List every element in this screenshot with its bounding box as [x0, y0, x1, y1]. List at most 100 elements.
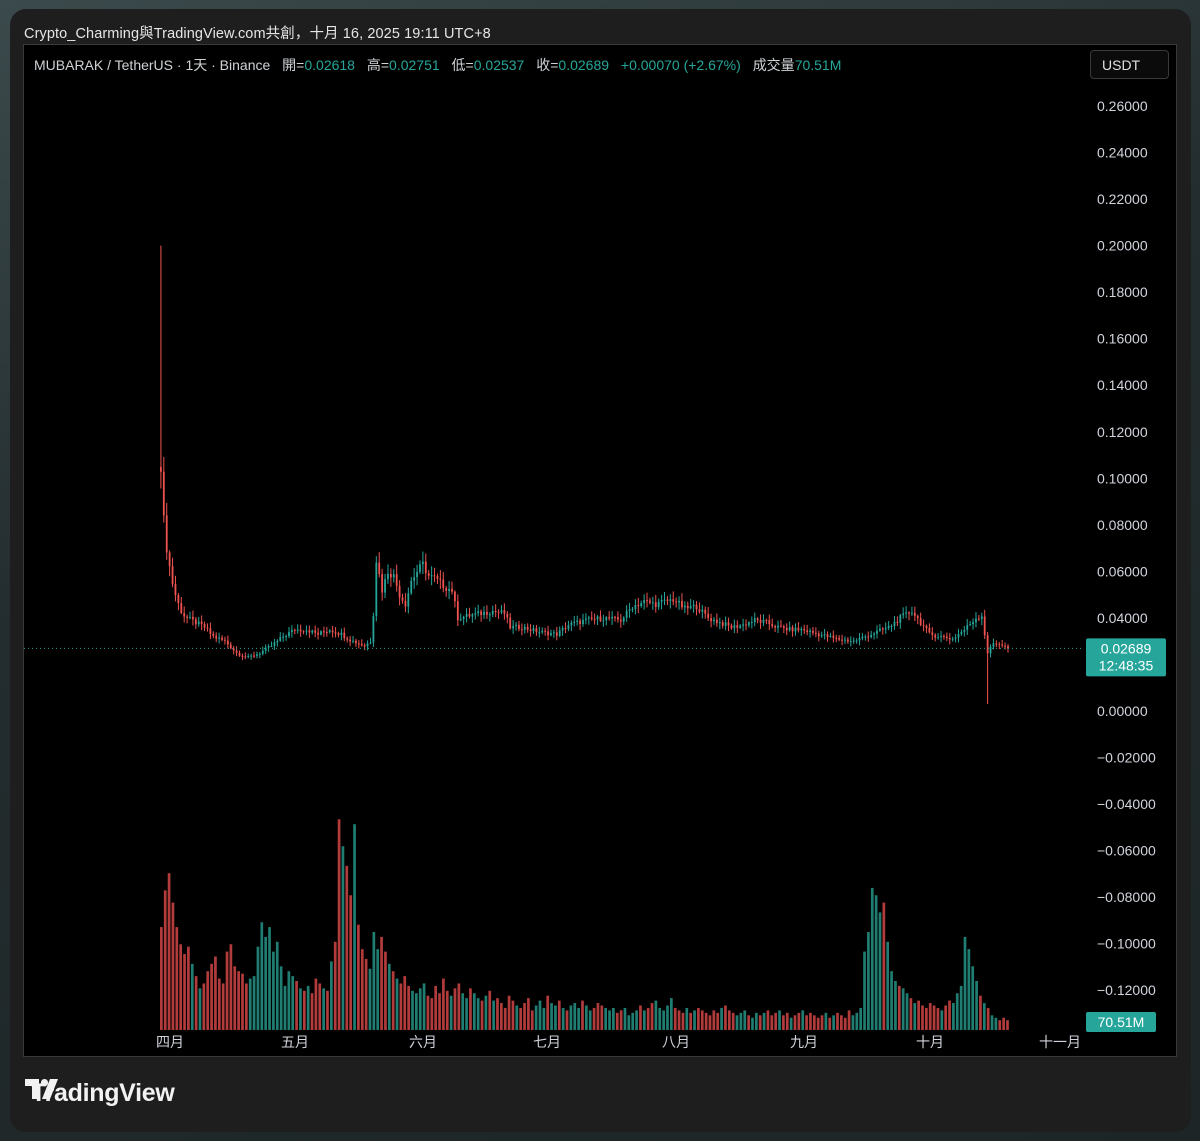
candle-body	[640, 603, 643, 607]
candle	[349, 635, 352, 647]
candle	[564, 622, 567, 634]
candle-body	[814, 632, 817, 634]
candle	[954, 633, 957, 643]
y-tick-label: −0.08000	[1097, 889, 1156, 905]
candle	[544, 627, 547, 636]
candle-body	[695, 604, 698, 610]
candle-body	[803, 628, 806, 631]
volume-bar	[442, 978, 445, 1030]
candle-body	[919, 618, 922, 626]
candle	[337, 631, 340, 638]
volume-bar	[503, 1007, 507, 1030]
candle-body	[229, 644, 232, 649]
candle-body	[774, 626, 777, 628]
candle	[983, 609, 986, 639]
candle	[748, 621, 750, 628]
currency-button[interactable]: USDT	[1090, 50, 1169, 79]
x-tick-label: 十月	[916, 1034, 944, 1050]
volume-bar	[878, 912, 882, 1030]
y-tick-label: 0.00000	[1097, 703, 1148, 719]
volume-bar	[592, 1007, 596, 1030]
candle-body	[299, 629, 302, 632]
candle-body	[544, 630, 547, 632]
candle	[908, 611, 910, 621]
candle-body	[771, 624, 774, 627]
volume-bar	[214, 956, 217, 1030]
candle-body	[928, 628, 931, 633]
volume-bar	[163, 890, 167, 1030]
volume-bar	[840, 1015, 843, 1030]
candle	[585, 613, 587, 625]
candle	[366, 640, 369, 651]
candle	[733, 619, 736, 634]
volume-bar	[789, 1017, 793, 1030]
chart-caption: Crypto_Charming與TradingView.com共創，十月 16,…	[24, 26, 491, 42]
candle	[503, 603, 506, 620]
candle	[550, 629, 552, 637]
legend-symbol: MUBARAK / TetherUS · 1天 · Binance	[34, 57, 271, 73]
candle-body	[317, 632, 319, 635]
volume-bar	[434, 985, 438, 1030]
candle	[311, 629, 314, 635]
volume-bar	[894, 981, 897, 1030]
volume-bar	[615, 1012, 619, 1030]
volume-bar	[569, 1005, 573, 1030]
candle-body	[683, 605, 686, 608]
candle	[340, 628, 343, 641]
candle	[634, 599, 637, 615]
candle-body	[715, 619, 718, 624]
candle-body	[206, 627, 209, 629]
candle	[285, 634, 287, 641]
candle	[445, 586, 448, 597]
volume-bar	[979, 995, 982, 1030]
legend-change-value: +0.00070 (+2.67%)	[620, 57, 741, 73]
volume-bar	[959, 985, 963, 1030]
candle	[774, 624, 777, 633]
candlestick-chart[interactable]: 0.26000 0.24000 0.22000 0.20000 0.18000 0.160…	[24, 45, 1177, 1057]
candle	[328, 629, 331, 634]
y-tick-label: 0.18000	[1097, 284, 1148, 300]
candle-body	[817, 633, 820, 637]
candle	[812, 626, 814, 636]
volume-bars	[160, 819, 1009, 1030]
volume-bar	[925, 1007, 928, 1030]
candle	[477, 604, 480, 617]
candle-body	[806, 630, 809, 633]
candle	[177, 592, 180, 611]
volume-bar	[720, 1007, 723, 1030]
volume-bar	[785, 1012, 789, 1030]
candle	[870, 630, 873, 639]
candle	[992, 638, 995, 650]
candle-body	[558, 630, 561, 636]
volume-bar	[496, 998, 499, 1030]
candle	[378, 552, 381, 578]
candle	[462, 615, 465, 626]
candle-body	[273, 642, 276, 646]
candle	[646, 592, 648, 608]
candle-body	[488, 614, 491, 616]
volume-bar	[345, 865, 349, 1030]
candle-body	[314, 630, 317, 633]
candle-body	[445, 588, 448, 591]
volume-bar	[445, 990, 449, 1030]
candle	[192, 610, 194, 626]
candle-body	[203, 624, 206, 628]
volume-bar	[229, 944, 233, 1030]
volume-bar	[469, 988, 472, 1030]
volume-bar	[662, 1010, 665, 1030]
candle	[352, 635, 354, 644]
candle	[494, 604, 497, 617]
candle-body	[710, 618, 712, 622]
candle	[421, 551, 424, 574]
chart-pane[interactable]: 0.26000 0.24000 0.22000 0.20000 0.18000 0.160…	[23, 44, 1177, 1057]
candle	[451, 581, 453, 595]
candle-body	[637, 605, 640, 607]
volume-bar	[1006, 1020, 1009, 1030]
volume-bar	[585, 1005, 588, 1030]
candle-body	[742, 624, 744, 626]
candle	[256, 651, 258, 659]
candle	[582, 613, 584, 627]
volume-bar	[283, 985, 287, 1030]
candle-body	[261, 650, 264, 654]
candle	[966, 619, 969, 635]
